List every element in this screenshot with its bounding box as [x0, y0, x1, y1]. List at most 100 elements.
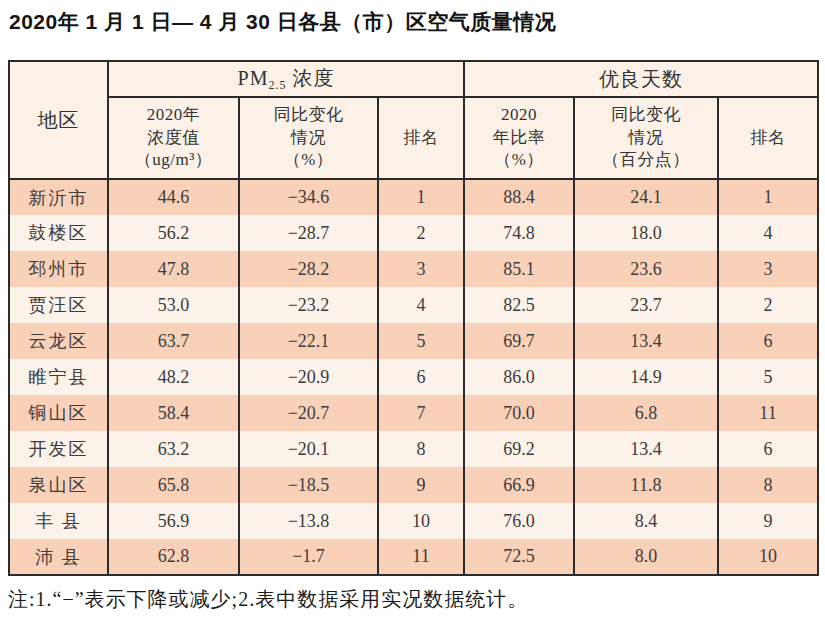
pm-rank-cell: 6 [378, 359, 464, 395]
region-cell: 邳州市 [9, 251, 108, 287]
days-ratio-cell: 86.0 [464, 359, 574, 395]
pm-group-header: PM2.5 浓度 [108, 61, 464, 97]
pm-value-cell: 63.7 [108, 323, 239, 359]
days-rank-cell: 8 [718, 467, 818, 503]
days-ratio-cell: 72.5 [464, 539, 574, 575]
table-row: 开发区 63.2 −20.1 8 69.2 13.4 6 [9, 431, 818, 467]
footnote: 注:1.“−”表示下降或减少;2.表中数据采用实况数据统计。 [8, 586, 528, 613]
sub-header-row: 2020年 浓度值 （ug/m³） 同比变化 情况 （%） 排名 2020 年比… [9, 97, 818, 179]
pm-value-cell: 53.0 [108, 287, 239, 323]
days-change-cell: 24.1 [574, 179, 718, 215]
region-cell: 泉山区 [9, 467, 108, 503]
pm-change-header: 同比变化 情况 （%） [239, 97, 378, 179]
days-rank-cell: 6 [718, 323, 818, 359]
table-row: 丰 县 56.9 −13.8 10 76.0 8.4 9 [9, 503, 818, 539]
region-cell: 贾汪区 [9, 287, 108, 323]
days-ratio-cell: 82.5 [464, 287, 574, 323]
pm-rank-cell: 4 [378, 287, 464, 323]
table-row: 新沂市 44.6 −34.6 1 88.4 24.1 1 [9, 179, 818, 215]
table-row: 睢宁县 48.2 −20.9 6 86.0 14.9 5 [9, 359, 818, 395]
pm-change-cell: −1.7 [239, 539, 378, 575]
pm-group-suffix: 浓度 [286, 67, 334, 89]
pm-value-header: 2020年 浓度值 （ug/m³） [108, 97, 239, 179]
region-cell: 新沂市 [9, 179, 108, 215]
days-change-cell: 14.9 [574, 359, 718, 395]
pm-rank-cell: 3 [378, 251, 464, 287]
days-change-header: 同比变化 情况 （百分点） [574, 97, 718, 179]
days-rank-cell: 6 [718, 431, 818, 467]
pm-group-subscript: 2.5 [268, 78, 286, 92]
days-ratio-cell: 76.0 [464, 503, 574, 539]
pm-change-cell: −23.2 [239, 287, 378, 323]
days-rank-cell: 2 [718, 287, 818, 323]
days-change-cell: 23.6 [574, 251, 718, 287]
pm-change-cell: −22.1 [239, 323, 378, 359]
days-ratio-cell: 69.2 [464, 431, 574, 467]
region-cell: 铜山区 [9, 395, 108, 431]
pm-rank-header: 排名 [378, 97, 464, 179]
pm-rank-cell: 9 [378, 467, 464, 503]
table-row: 铜山区 58.4 −20.7 7 70.0 6.8 11 [9, 395, 818, 431]
days-ratio-cell: 69.7 [464, 323, 574, 359]
days-rank-cell: 10 [718, 539, 818, 575]
pm-change-cell: −34.6 [239, 179, 378, 215]
pm-value-cell: 65.8 [108, 467, 239, 503]
table-row: 泉山区 65.8 −18.5 9 66.9 11.8 8 [9, 467, 818, 503]
pm-change-cell: −28.2 [239, 251, 378, 287]
pm-value-cell: 56.9 [108, 503, 239, 539]
days-change-cell: 18.0 [574, 215, 718, 251]
pm-value-cell: 58.4 [108, 395, 239, 431]
pm-rank-cell: 11 [378, 539, 464, 575]
pm-value-cell: 48.2 [108, 359, 239, 395]
pm-value-cell: 63.2 [108, 431, 239, 467]
pm-value-cell: 44.6 [108, 179, 239, 215]
pm-value-cell: 62.8 [108, 539, 239, 575]
group-header-row: 地区 PM2.5 浓度 优良天数 [9, 61, 818, 97]
pm-rank-cell: 8 [378, 431, 464, 467]
days-ratio-cell: 66.9 [464, 467, 574, 503]
days-rank-cell: 11 [718, 395, 818, 431]
table-row: 贾汪区 53.0 −23.2 4 82.5 23.7 2 [9, 287, 818, 323]
days-rank-cell: 5 [718, 359, 818, 395]
page-title: 2020年 1 月 1 日— 4 月 30 日各县（市）区空气质量情况 [9, 8, 556, 36]
table-row: 鼓楼区 56.2 −28.7 2 74.8 18.0 4 [9, 215, 818, 251]
region-cell: 沛 县 [9, 539, 108, 575]
pm-value-cell: 56.2 [108, 215, 239, 251]
region-column-header: 地区 [9, 61, 108, 179]
days-change-cell: 23.7 [574, 287, 718, 323]
table-row: 沛 县 62.8 −1.7 11 72.5 8.0 10 [9, 539, 818, 575]
pm-group-prefix: PM [238, 67, 269, 89]
days-ratio-cell: 74.8 [464, 215, 574, 251]
region-cell: 睢宁县 [9, 359, 108, 395]
days-rank-cell: 9 [718, 503, 818, 539]
days-change-cell: 8.0 [574, 539, 718, 575]
days-change-cell: 13.4 [574, 323, 718, 359]
days-rank-cell: 3 [718, 251, 818, 287]
pm-rank-cell: 5 [378, 323, 464, 359]
days-change-cell: 6.8 [574, 395, 718, 431]
region-cell: 云龙区 [9, 323, 108, 359]
pm-rank-cell: 7 [378, 395, 464, 431]
air-quality-table: 地区 PM2.5 浓度 优良天数 2020年 浓度值 （ug/m³） 同比变化 … [8, 60, 819, 576]
region-cell: 丰 县 [9, 503, 108, 539]
days-rank-cell: 1 [718, 179, 818, 215]
pm-rank-cell: 1 [378, 179, 464, 215]
pm-change-cell: −13.8 [239, 503, 378, 539]
days-change-cell: 8.4 [574, 503, 718, 539]
table-row: 邳州市 47.8 −28.2 3 85.1 23.6 3 [9, 251, 818, 287]
region-cell: 鼓楼区 [9, 215, 108, 251]
table-row: 云龙区 63.7 −22.1 5 69.7 13.4 6 [9, 323, 818, 359]
days-change-cell: 11.8 [574, 467, 718, 503]
region-cell: 开发区 [9, 431, 108, 467]
pm-change-cell: −20.7 [239, 395, 378, 431]
pm-value-cell: 47.8 [108, 251, 239, 287]
days-ratio-cell: 70.0 [464, 395, 574, 431]
days-ratio-cell: 85.1 [464, 251, 574, 287]
pm-rank-cell: 2 [378, 215, 464, 251]
pm-change-cell: −18.5 [239, 467, 378, 503]
days-group-header: 优良天数 [464, 61, 818, 97]
days-ratio-header: 2020 年比率 （%） [464, 97, 574, 179]
days-rank-cell: 4 [718, 215, 818, 251]
pm-change-cell: −28.7 [239, 215, 378, 251]
days-change-cell: 13.4 [574, 431, 718, 467]
